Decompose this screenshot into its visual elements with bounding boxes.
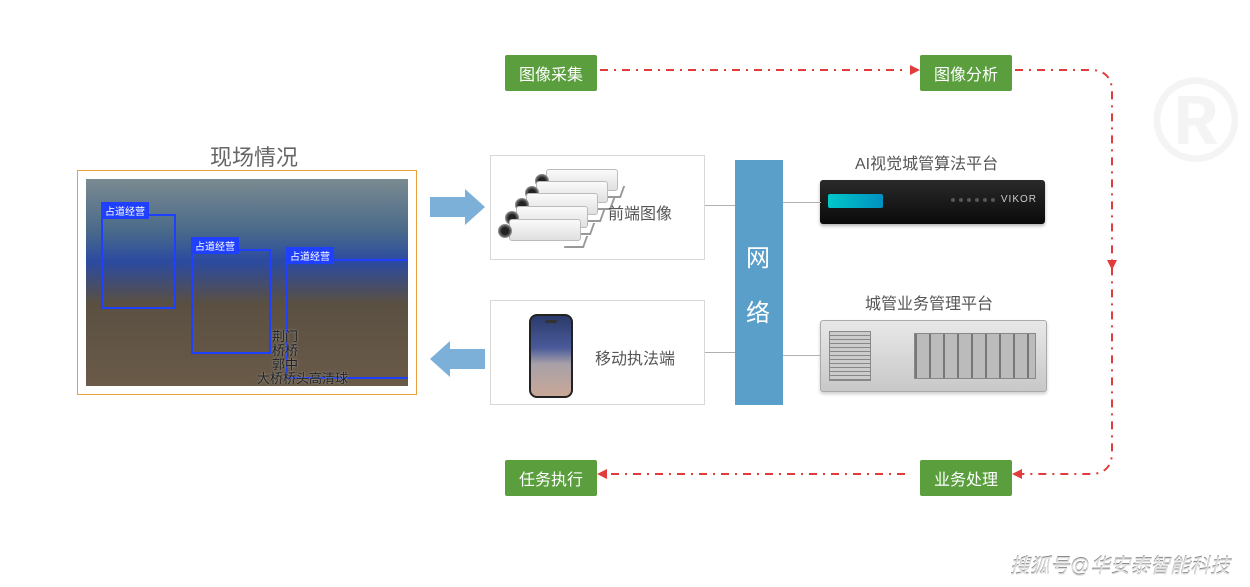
camera-box: [490, 155, 705, 260]
detection-box: 占道经营: [286, 259, 408, 379]
mobile-label: 移动执法端: [595, 345, 675, 369]
ai-platform-label: AI视觉城管算法平台: [855, 150, 998, 174]
scene-image: 占道经营 占道经营 占道经营 荆门 桥桥 郭中 大桥桥头高清球: [86, 179, 408, 386]
connector-line: [783, 355, 821, 356]
phone-icon: [529, 314, 573, 398]
connector-line: [705, 352, 735, 353]
detection-box: 占道经营: [191, 249, 271, 354]
server-brand: VIKOR: [1001, 194, 1037, 205]
detection-label: 占道经营: [101, 202, 149, 219]
scene-box: 占道经营 占道经营 占道经营 荆门 桥桥 郭中 大桥桥头高清球: [77, 170, 417, 395]
scene-caption-4: 大桥桥头高清球: [257, 372, 348, 386]
diagram-root: ® 图像采集 图像分析 业务处理 任务执行 现场情况 占道经营 占道经营 占道经…: [0, 0, 1250, 587]
connector-line: [783, 202, 821, 203]
ai-server-icon: VIKOR: [820, 180, 1045, 224]
tag-image-capture: 图像采集: [505, 55, 597, 91]
camera-label: 前端图像: [608, 200, 672, 224]
detection-label: 占道经营: [191, 237, 239, 254]
network-char-2: 络: [746, 293, 772, 328]
footer-watermark: 搜狐号@华安泰智能科技: [1010, 550, 1230, 579]
scene-caption-3: 郭中: [272, 358, 298, 372]
detection-box: 占道经营: [101, 214, 176, 309]
connector-line: [705, 205, 735, 206]
biz-server-icon: [820, 320, 1047, 392]
biz-platform-label: 城管业务管理平台: [865, 290, 993, 314]
tag-task-exec: 任务执行: [505, 460, 597, 496]
tag-image-analyze: 图像分析: [920, 55, 1012, 91]
tag-biz-process: 业务处理: [920, 460, 1012, 496]
scene-title: 现场情况: [210, 140, 298, 172]
network-bar: 网 络: [735, 160, 783, 405]
network-char-1: 网: [746, 238, 772, 273]
camera-icon: [509, 219, 581, 241]
watermark-registered: ®: [1152, 60, 1240, 180]
scene-caption-1: 荆门: [272, 330, 298, 344]
detection-label: 占道经营: [286, 247, 334, 264]
scene-caption-2: 桥桥: [272, 344, 298, 358]
